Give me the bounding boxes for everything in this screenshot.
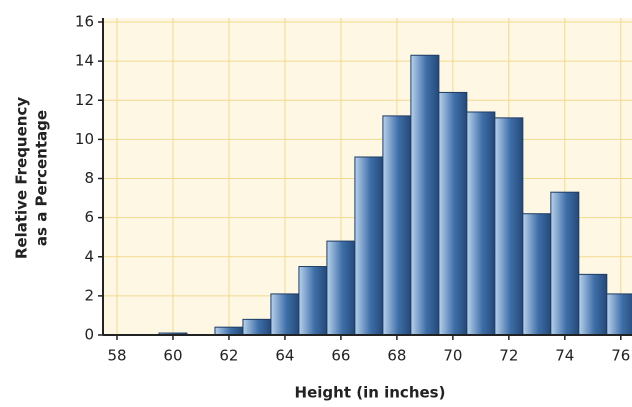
- x-tick-label: 76: [611, 347, 630, 365]
- bar: [326, 240, 356, 336]
- bar: [606, 293, 632, 336]
- y-tick-label: 14: [75, 52, 94, 70]
- x-axis-label: Height (in inches): [295, 384, 446, 402]
- x-tick-label: 74: [555, 347, 574, 365]
- y-tick-label: 16: [75, 13, 94, 31]
- bar: [242, 318, 272, 336]
- y-tick-label: 10: [75, 130, 94, 148]
- bar: [494, 117, 524, 336]
- y-tick-label: 12: [75, 91, 94, 109]
- x-tick-label: 68: [387, 347, 406, 365]
- x-tick-label: 66: [331, 347, 350, 365]
- bar: [578, 273, 608, 336]
- bar: [466, 111, 496, 336]
- x-tick-label: 70: [443, 347, 462, 365]
- bar: [214, 326, 244, 336]
- y-tick-label: 2: [84, 286, 94, 304]
- bar: [550, 191, 580, 336]
- bar: [438, 91, 468, 336]
- x-tick-label: 60: [163, 347, 182, 365]
- bar: [298, 266, 328, 336]
- bar: [522, 213, 552, 336]
- bar: [382, 115, 412, 336]
- y-tick-label: 4: [84, 247, 94, 265]
- y-axis-label: as a Percentage: [33, 110, 51, 246]
- x-tick-label: 64: [275, 347, 294, 365]
- x-tick-label: 72: [499, 347, 518, 365]
- y-tick-label: 0: [84, 326, 94, 344]
- bar: [354, 156, 384, 336]
- bar: [270, 293, 300, 336]
- x-tick-label: 62: [219, 347, 238, 365]
- y-axis-label: Relative Frequency: [13, 97, 31, 259]
- x-tick-label: 58: [107, 347, 126, 365]
- y-tick-label: 8: [84, 169, 94, 187]
- bar: [410, 54, 440, 336]
- y-tick-label: 6: [84, 208, 94, 226]
